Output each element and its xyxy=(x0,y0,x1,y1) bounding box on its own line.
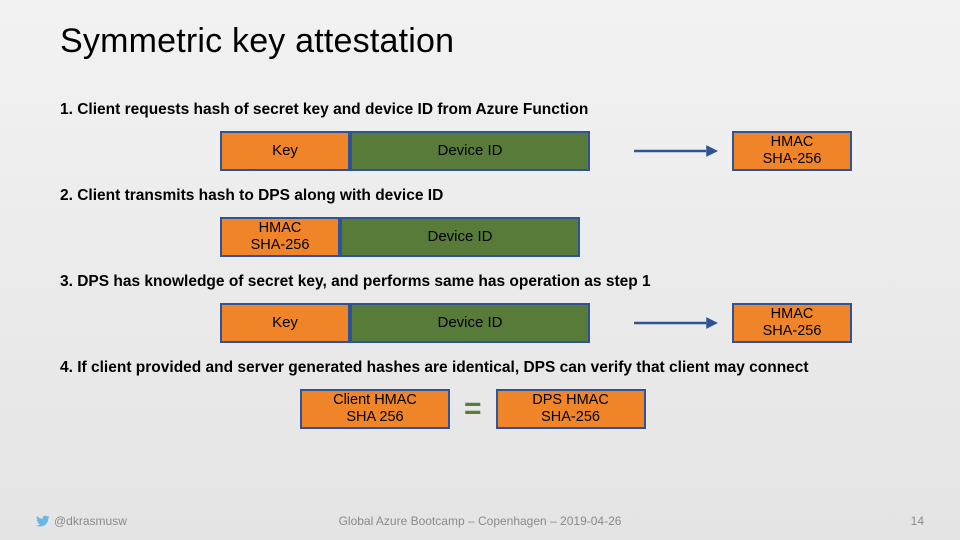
event-text: Global Azure Bootcamp – Copenhagen – 201… xyxy=(339,514,622,528)
twitter-icon xyxy=(36,514,50,528)
footer: @dkrasmusw Global Azure Bootcamp – Copen… xyxy=(0,510,960,532)
step-text-1: 1. Client requests hash of secret key an… xyxy=(60,101,900,119)
step-text-4: 4. If client provided and server generat… xyxy=(60,359,900,377)
equals-icon: = xyxy=(464,392,482,426)
client-hmac-box: Client HMACSHA 256 xyxy=(300,389,450,429)
step1-box1: Key xyxy=(220,131,350,171)
arrow-icon xyxy=(634,303,718,343)
step-row-3: KeyDevice ID HMACSHA-256 xyxy=(60,301,900,345)
step1-result-box: HMACSHA-256 xyxy=(732,131,852,171)
diagram-content: 1. Client requests hash of secret key an… xyxy=(60,101,900,431)
step-row-1: KeyDevice ID HMACSHA-256 xyxy=(60,129,900,173)
arrow-icon xyxy=(634,131,718,171)
step2-box1: HMACSHA-256 xyxy=(220,217,340,257)
step3-box1: Key xyxy=(220,303,350,343)
step3-result-box: HMACSHA-256 xyxy=(732,303,852,343)
page-number: 14 xyxy=(911,514,924,528)
twitter-handle: @dkrasmusw xyxy=(36,514,127,528)
step3-box2: Device ID xyxy=(350,303,590,343)
step1-box2: Device ID xyxy=(350,131,590,171)
step-text-2: 2. Client transmits hash to DPS along wi… xyxy=(60,187,900,205)
step-row-4: Client HMACSHA 256 = DPS HMACSHA-256 xyxy=(60,387,900,431)
slide: Symmetric key attestation 1. Client requ… xyxy=(0,0,960,540)
dps-hmac-box: DPS HMACSHA-256 xyxy=(496,389,646,429)
step-row-2: HMACSHA-256Device ID xyxy=(60,215,900,259)
step-text-3: 3. DPS has knowledge of secret key, and … xyxy=(60,273,900,291)
slide-title: Symmetric key attestation xyxy=(60,22,900,61)
handle-text: @dkrasmusw xyxy=(54,514,127,528)
step2-box2: Device ID xyxy=(340,217,580,257)
